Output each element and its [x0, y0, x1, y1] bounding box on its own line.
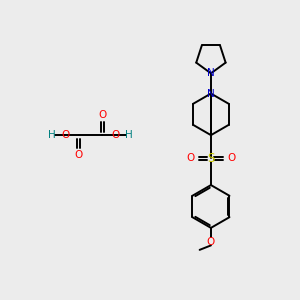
Text: H: H	[48, 130, 56, 140]
Text: O: O	[74, 150, 83, 160]
Text: O: O	[112, 130, 120, 140]
Text: O: O	[207, 237, 215, 247]
Text: O: O	[186, 153, 194, 163]
Text: O: O	[61, 130, 69, 140]
Text: N: N	[207, 88, 215, 98]
Text: O: O	[98, 110, 106, 120]
Text: N: N	[207, 68, 215, 78]
Text: O: O	[228, 153, 236, 163]
Text: S: S	[207, 152, 214, 165]
Text: H: H	[125, 130, 133, 140]
